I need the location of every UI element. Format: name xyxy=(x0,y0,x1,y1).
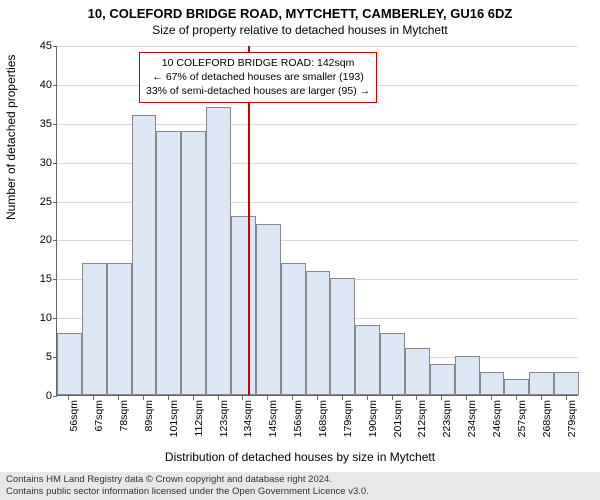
xtick-label: 268sqm xyxy=(541,400,553,460)
xtick-label: 134sqm xyxy=(242,400,254,460)
xtick-label: 67sqm xyxy=(93,400,105,460)
histogram-bar xyxy=(281,263,306,395)
ytick-label: 20 xyxy=(12,234,52,246)
xtick-label: 179sqm xyxy=(342,400,354,460)
xtick-label: 212sqm xyxy=(416,400,428,460)
xtick-label: 168sqm xyxy=(317,400,329,460)
callout-line-3: 33% of semi-detached houses are larger (… xyxy=(146,84,370,98)
xtick-label: 223sqm xyxy=(441,400,453,460)
histogram-bar xyxy=(57,333,82,395)
histogram-bar xyxy=(455,356,480,395)
callout-box: 10 COLEFORD BRIDGE ROAD: 142sqm← 67% of … xyxy=(139,52,377,103)
ytick-mark xyxy=(53,279,57,280)
ytick-mark xyxy=(53,163,57,164)
callout-line-1: 10 COLEFORD BRIDGE ROAD: 142sqm xyxy=(146,56,370,70)
histogram-bar xyxy=(330,278,355,395)
ytick-label: 25 xyxy=(12,196,52,208)
xtick-label: 112sqm xyxy=(193,400,205,460)
xtick-label: 156sqm xyxy=(292,400,304,460)
ytick-label: 45 xyxy=(12,40,52,52)
footer-attribution: Contains HM Land Registry data © Crown c… xyxy=(0,472,600,500)
histogram-bar xyxy=(181,131,206,395)
ytick-label: 10 xyxy=(12,312,52,324)
ytick-mark xyxy=(53,240,57,241)
ytick-label: 5 xyxy=(12,351,52,363)
ytick-label: 35 xyxy=(12,118,52,130)
grid-line xyxy=(57,46,578,47)
footer-line-2: Contains public sector information licen… xyxy=(6,486,594,498)
xtick-label: 201sqm xyxy=(392,400,404,460)
xtick-label: 145sqm xyxy=(267,400,279,460)
histogram-bar xyxy=(480,372,505,395)
xtick-label: 56sqm xyxy=(68,400,80,460)
histogram-bar xyxy=(554,372,579,395)
xtick-label: 78sqm xyxy=(118,400,130,460)
callout-line-2: ← 67% of detached houses are smaller (19… xyxy=(146,70,370,84)
xtick-label: 257sqm xyxy=(516,400,528,460)
xtick-label: 89sqm xyxy=(143,400,155,460)
histogram-bar xyxy=(405,348,430,395)
histogram-bar xyxy=(380,333,405,395)
xtick-label: 101sqm xyxy=(168,400,180,460)
histogram-bar xyxy=(529,372,554,395)
ytick-mark xyxy=(53,46,57,47)
ytick-mark xyxy=(53,85,57,86)
ytick-mark xyxy=(53,202,57,203)
histogram-bar xyxy=(82,263,107,395)
footer-line-1: Contains HM Land Registry data © Crown c… xyxy=(6,474,594,486)
histogram-bar xyxy=(504,379,529,395)
ytick-label: 30 xyxy=(12,157,52,169)
ytick-mark xyxy=(53,318,57,319)
ytick-mark xyxy=(53,124,57,125)
histogram-bar xyxy=(306,271,331,395)
histogram-bar xyxy=(156,131,181,395)
ytick-label: 40 xyxy=(12,79,52,91)
page-subtitle: Size of property relative to detached ho… xyxy=(0,21,600,37)
ytick-label: 15 xyxy=(12,273,52,285)
histogram-bar xyxy=(231,216,256,395)
xtick-label: 234sqm xyxy=(466,400,478,460)
xtick-label: 123sqm xyxy=(218,400,230,460)
xtick-label: 190sqm xyxy=(367,400,379,460)
histogram-bar xyxy=(430,364,455,395)
chart-histogram: 10 COLEFORD BRIDGE ROAD: 142sqm← 67% of … xyxy=(56,46,578,396)
page-title: 10, COLEFORD BRIDGE ROAD, MYTCHETT, CAMB… xyxy=(0,0,600,21)
ytick-mark xyxy=(53,396,57,397)
histogram-bar xyxy=(256,224,281,395)
histogram-bar xyxy=(355,325,380,395)
histogram-bar xyxy=(132,115,157,395)
xtick-label: 246sqm xyxy=(491,400,503,460)
histogram-bar xyxy=(107,263,132,395)
xtick-label: 279sqm xyxy=(566,400,578,460)
ytick-label: 0 xyxy=(12,390,52,402)
histogram-bar xyxy=(206,107,231,395)
